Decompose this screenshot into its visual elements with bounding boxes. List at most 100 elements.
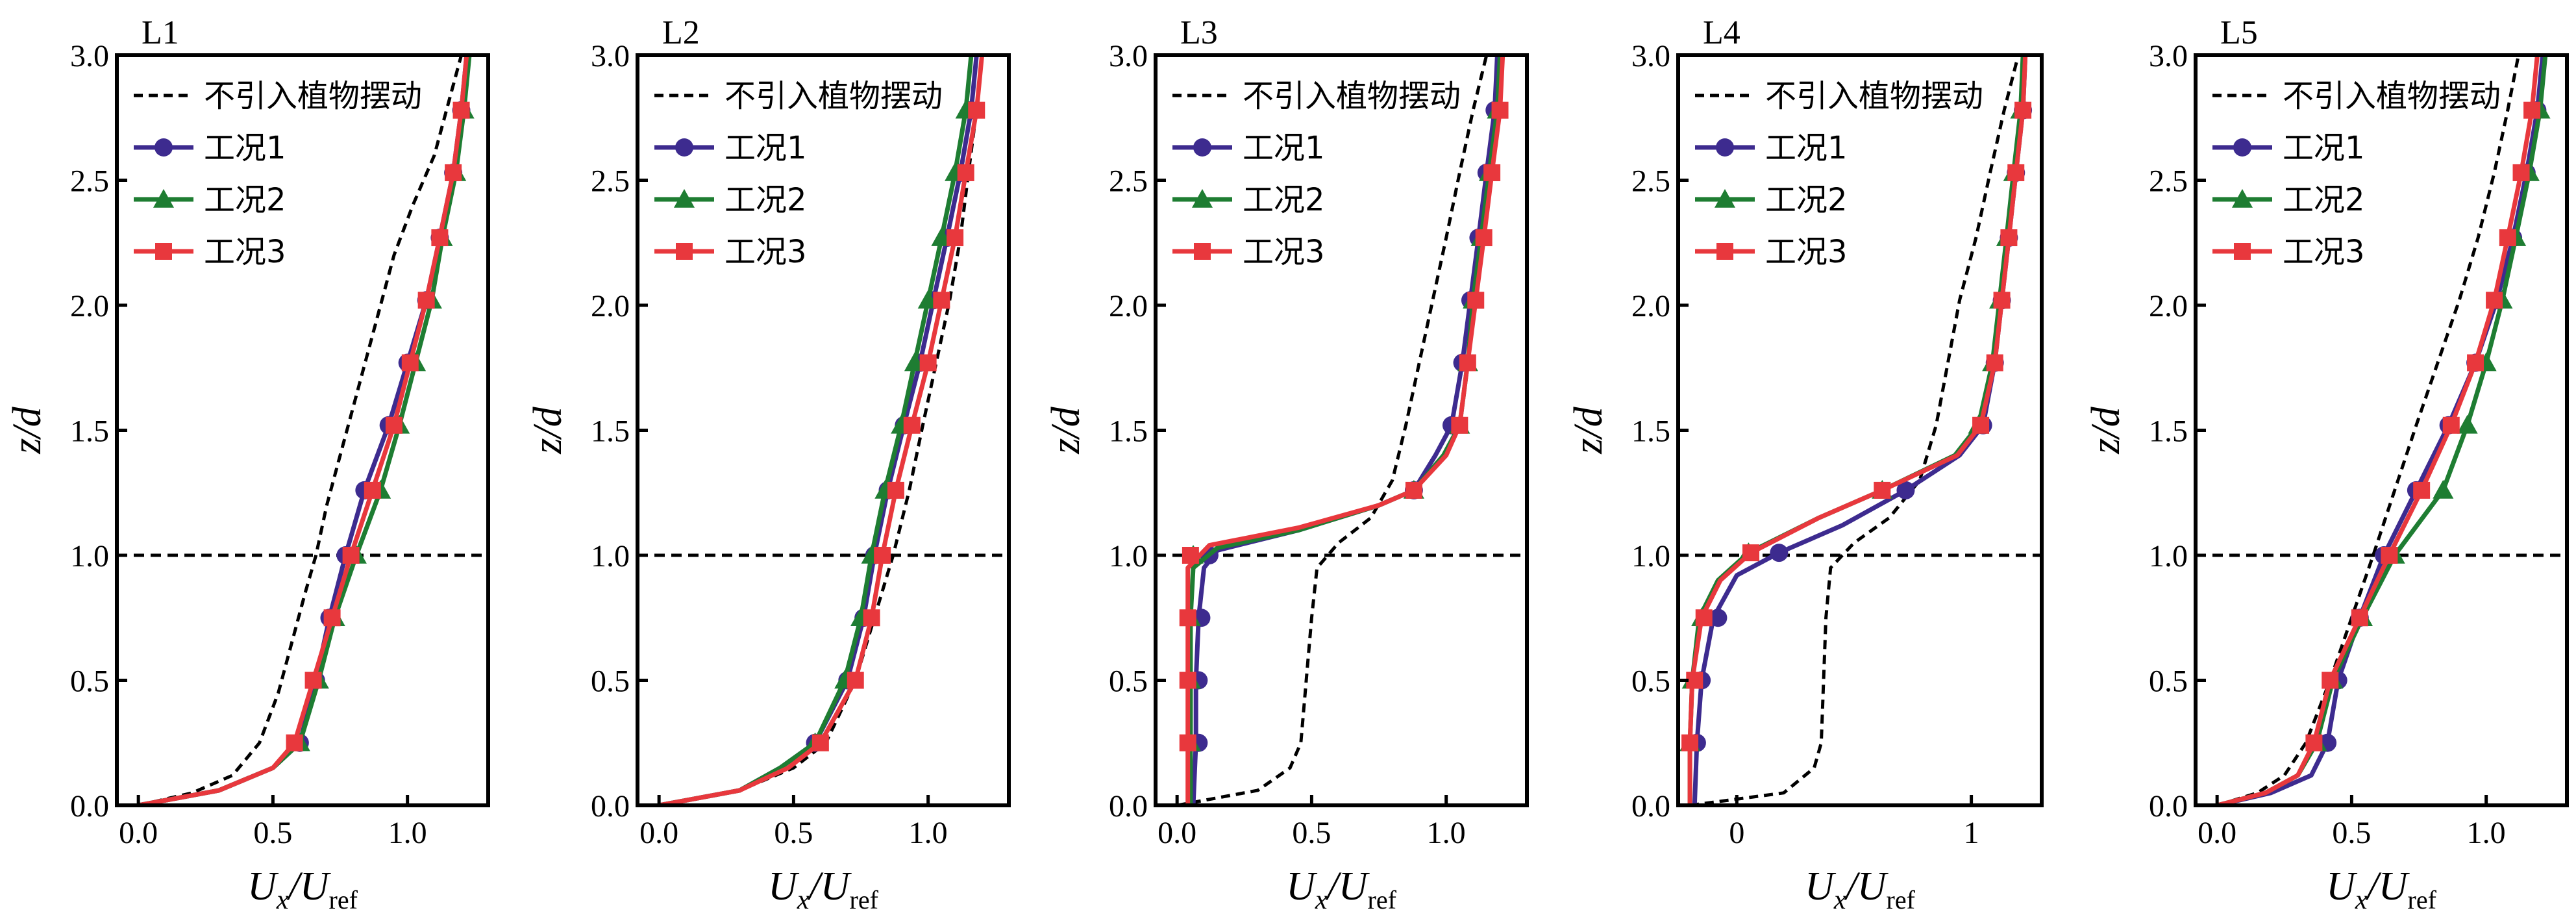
panel-title: L5 [2220, 14, 2258, 51]
legend-label-0: 不引入植物摆动 [204, 78, 422, 114]
x-tick-label: 1 [1964, 816, 1979, 850]
y-tick-label: 0.0 [1109, 789, 1148, 824]
x-tick-label: 0 [1729, 816, 1744, 850]
series-3-marker-3 [342, 547, 360, 564]
x-tick-label: 0.0 [2198, 816, 2236, 850]
series-3-marker-4 [887, 481, 904, 499]
series-3-marker-10 [2014, 101, 2032, 119]
series-3-marker-1 [1686, 672, 1703, 689]
y-tick-label: 0.5 [591, 664, 630, 699]
panel-L2: 0.0 0.5 1.0 1.5 2.0 2.5 3.0 0.0 0.5 1.0 L2 z/d Ux/Ur… [526, 14, 1011, 915]
x-axis-label: Ux/Uref [1286, 864, 1397, 915]
series-3-marker-10 [452, 101, 470, 119]
y-tick-label: 0.0 [1631, 789, 1670, 824]
legend-label-0: 不引入植物摆动 [1243, 78, 1461, 114]
panel-L4: 0.0 0.5 1.0 1.5 2.0 2.5 3.0 0 1 L4 z/d Ux/Uref 不引入植物… [1567, 14, 2044, 915]
series-3-marker-4 [364, 481, 381, 499]
legend-label-0: 不引入植物摆动 [724, 78, 943, 114]
series-3-marker-7 [1993, 292, 2011, 309]
x-tick-label: 0.5 [2332, 816, 2371, 850]
legend-label-2: 工况2 [1243, 182, 1325, 218]
series-line-0 [138, 55, 464, 805]
x-tick-label: 0.5 [774, 816, 813, 850]
y-tick-label: 2.0 [2149, 289, 2188, 323]
axes-frame [1154, 53, 1529, 807]
legend-1-marker-0 [1193, 138, 1211, 157]
series-3-marker-6 [1986, 354, 2003, 371]
series-3-marker-7 [2486, 292, 2503, 309]
panel-title: L3 [1180, 14, 1218, 51]
series-3-marker-0 [1681, 734, 1699, 751]
y-tick-label: 1.0 [591, 539, 630, 573]
legend-1-marker-0 [155, 138, 173, 157]
plot-area [1176, 55, 1509, 805]
legend-label-0: 不引入植物摆动 [1765, 78, 1983, 114]
series-3-marker-2 [2351, 609, 2368, 627]
series-2-marker-4 [2433, 479, 2454, 499]
y-tick-label: 1.0 [2149, 539, 2188, 573]
series-1-marker-4 [1896, 481, 1915, 499]
legend-label-1: 工况1 [724, 130, 807, 166]
x-axis-label: Ux/Uref [1805, 864, 1916, 915]
series-3-marker-9 [2512, 164, 2530, 181]
y-tick-label: 3.0 [1631, 39, 1670, 73]
x-tick-label: 1.0 [2467, 816, 2506, 850]
y-tick-label: 0.0 [591, 789, 630, 824]
series-3-marker-6 [401, 354, 419, 371]
series-3-marker-2 [863, 609, 880, 627]
series-3-marker-8 [947, 229, 964, 247]
y-axis-label: z/d [1567, 406, 1611, 454]
series-3-marker-10 [968, 101, 985, 119]
y-tick-label: 1.5 [2149, 414, 2188, 449]
legend-3-marker-0 [2234, 243, 2251, 260]
panel-title: L2 [662, 14, 700, 51]
series-3-marker-0 [2305, 734, 2323, 751]
panel-L5: 0.0 0.5 1.0 1.5 2.0 2.5 3.0 0.0 0.5 1.0 L5 z/d Ux/Ur… [2084, 14, 2569, 915]
legend-3-marker-0 [676, 243, 693, 260]
series-3-marker-6 [919, 354, 937, 371]
series-3-marker-3 [874, 547, 891, 564]
series-3-marker-8 [2000, 229, 2018, 247]
y-tick-label: 2.5 [1109, 164, 1148, 199]
y-tick-label: 1.0 [1109, 539, 1148, 573]
y-axis-label: z/d [1044, 406, 1088, 454]
series-line-2 [658, 55, 974, 805]
series-line-2 [138, 55, 472, 805]
legend-2-marker-0 [674, 189, 695, 208]
legend-label-2: 工况2 [204, 182, 286, 218]
y-tick-label: 1.0 [1631, 539, 1670, 573]
x-tick-label: 0.5 [1292, 816, 1331, 850]
x-tick-label: 0.5 [253, 816, 292, 850]
y-tick-label: 2.5 [1631, 164, 1670, 199]
x-tick-label: 0.0 [639, 816, 678, 850]
y-tick-label: 2.5 [591, 164, 630, 199]
series-line-1 [658, 55, 979, 805]
y-axis-label: z/d [526, 406, 570, 454]
series-3-marker-1 [1179, 672, 1196, 689]
x-tick-label: 1.0 [1427, 816, 1466, 850]
series-3-marker-6 [1459, 354, 1476, 371]
plot-area [1679, 55, 2033, 805]
y-tick-label: 3.0 [70, 39, 109, 73]
series-line-3 [138, 55, 469, 805]
y-axis-label: z/d [2084, 406, 2128, 454]
series-3-marker-9 [445, 164, 462, 181]
legend-label-1: 工况1 [204, 130, 286, 166]
y-tick-label: 3.0 [2149, 39, 2188, 73]
series-3-marker-9 [1483, 164, 1501, 181]
legend-3-marker-0 [1194, 243, 1211, 260]
series-3-marker-3 [1182, 547, 1199, 564]
legend-label-3: 工况3 [724, 234, 807, 270]
legend-1-marker-0 [1716, 138, 1734, 157]
series-3-marker-1 [304, 672, 322, 689]
series-3-marker-5 [1972, 416, 1990, 434]
series-3-marker-9 [2007, 164, 2025, 181]
series-3-marker-4 [1405, 481, 1422, 499]
series-3-marker-3 [1742, 544, 1759, 562]
series-3-marker-10 [2523, 101, 2541, 119]
series-3-marker-5 [2442, 416, 2460, 434]
series-3-marker-10 [1491, 101, 1509, 119]
